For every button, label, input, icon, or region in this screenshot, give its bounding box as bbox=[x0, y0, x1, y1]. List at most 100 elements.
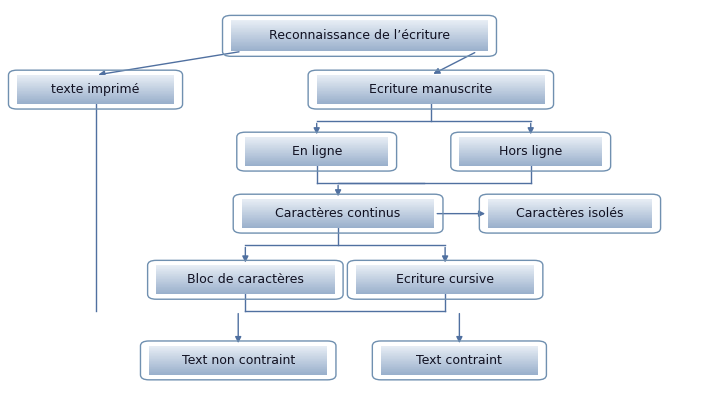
Bar bbox=[245, 145, 388, 147]
Bar bbox=[17, 76, 174, 77]
Bar bbox=[356, 284, 534, 285]
Bar bbox=[17, 97, 174, 98]
Bar bbox=[381, 348, 538, 349]
Bar bbox=[356, 291, 534, 292]
Bar bbox=[316, 101, 545, 103]
Bar bbox=[156, 266, 334, 267]
Bar bbox=[459, 149, 602, 150]
Bar bbox=[17, 95, 174, 96]
Bar bbox=[231, 32, 488, 34]
Bar bbox=[356, 287, 534, 288]
Bar bbox=[316, 91, 545, 93]
Bar bbox=[17, 103, 174, 104]
Bar bbox=[17, 93, 174, 95]
Bar bbox=[459, 150, 602, 152]
Bar bbox=[316, 92, 545, 93]
Bar bbox=[17, 99, 174, 101]
Bar bbox=[488, 225, 652, 226]
Bar bbox=[149, 373, 327, 374]
Bar bbox=[381, 354, 538, 355]
Bar bbox=[245, 146, 388, 147]
Bar bbox=[17, 94, 174, 96]
Bar bbox=[242, 220, 434, 222]
Bar bbox=[488, 215, 652, 217]
Bar bbox=[17, 98, 174, 99]
Bar bbox=[231, 28, 488, 29]
Bar bbox=[242, 225, 434, 226]
Bar bbox=[488, 204, 652, 205]
Bar bbox=[356, 290, 534, 291]
Bar bbox=[381, 346, 538, 347]
Bar bbox=[245, 148, 388, 150]
Bar bbox=[242, 214, 434, 215]
Bar bbox=[316, 88, 545, 90]
Bar bbox=[17, 88, 174, 90]
Bar bbox=[242, 204, 434, 206]
Bar bbox=[356, 271, 534, 272]
Bar bbox=[242, 222, 434, 224]
Bar bbox=[381, 349, 538, 350]
Bar bbox=[316, 99, 545, 101]
Bar bbox=[381, 368, 538, 369]
Bar bbox=[316, 79, 545, 80]
Bar bbox=[245, 165, 388, 166]
Bar bbox=[459, 158, 602, 159]
Bar bbox=[149, 351, 327, 352]
Bar bbox=[245, 155, 388, 157]
Bar bbox=[245, 151, 388, 153]
Bar bbox=[356, 270, 534, 271]
Text: Text non contraint: Text non contraint bbox=[182, 354, 295, 367]
Bar bbox=[17, 102, 174, 103]
Bar bbox=[316, 85, 545, 86]
Bar bbox=[381, 359, 538, 360]
Bar bbox=[245, 156, 388, 158]
Bar bbox=[381, 372, 538, 373]
Bar bbox=[459, 151, 602, 153]
Bar bbox=[488, 226, 652, 228]
Bar bbox=[356, 266, 534, 267]
Bar bbox=[356, 289, 534, 290]
Bar bbox=[356, 285, 534, 286]
Bar bbox=[459, 137, 602, 138]
Bar bbox=[231, 47, 488, 48]
Text: Ecriture cursive: Ecriture cursive bbox=[396, 273, 494, 286]
Bar bbox=[242, 211, 434, 212]
Bar bbox=[459, 153, 602, 155]
Bar bbox=[156, 274, 334, 275]
Bar bbox=[459, 153, 602, 154]
Bar bbox=[356, 265, 534, 266]
Bar bbox=[381, 373, 538, 374]
Bar bbox=[381, 358, 538, 359]
Bar bbox=[356, 277, 534, 278]
Bar bbox=[356, 272, 534, 273]
Bar bbox=[156, 281, 334, 282]
Bar bbox=[356, 292, 534, 293]
Bar bbox=[242, 202, 434, 204]
Bar bbox=[245, 145, 388, 146]
Bar bbox=[356, 279, 534, 280]
Bar bbox=[17, 78, 174, 80]
Bar bbox=[231, 41, 488, 42]
Bar bbox=[316, 77, 545, 78]
Bar bbox=[242, 205, 434, 207]
Bar bbox=[459, 152, 602, 153]
Bar bbox=[156, 274, 334, 275]
Text: Caractères continus: Caractères continus bbox=[275, 207, 400, 220]
Bar bbox=[156, 277, 334, 278]
Bar bbox=[156, 282, 334, 283]
Text: Caractères isolés: Caractères isolés bbox=[516, 207, 623, 220]
Bar bbox=[156, 276, 334, 277]
Bar bbox=[459, 159, 602, 160]
Bar bbox=[459, 146, 602, 147]
Bar bbox=[316, 75, 545, 77]
Bar bbox=[488, 221, 652, 222]
Bar bbox=[459, 163, 602, 165]
Bar bbox=[488, 210, 652, 211]
Bar bbox=[488, 220, 652, 222]
Bar bbox=[459, 154, 602, 155]
Bar bbox=[17, 85, 174, 87]
Bar bbox=[156, 279, 334, 280]
Bar bbox=[149, 364, 327, 365]
Bar bbox=[356, 283, 534, 284]
Bar bbox=[381, 367, 538, 368]
